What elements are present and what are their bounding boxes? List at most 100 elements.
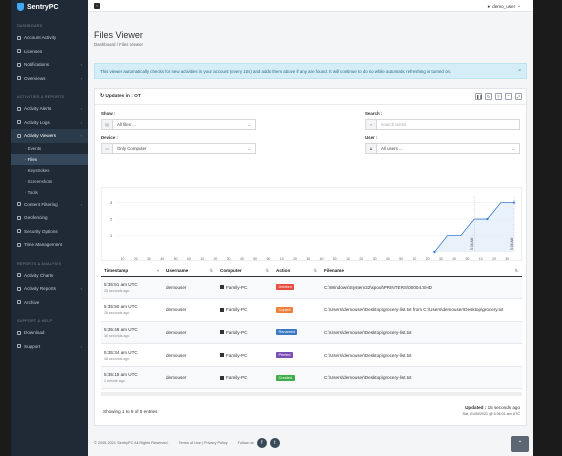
follow-us: Follow us f t bbox=[238, 438, 280, 448]
sidebar-item-licenses[interactable]: Licenses bbox=[11, 45, 88, 59]
list-icon[interactable]: ≡ bbox=[495, 93, 502, 100]
col-filename[interactable]: Filename ⇅ bbox=[321, 265, 522, 277]
x-tick-label: 50 bbox=[253, 257, 257, 261]
sidebar-item-label: Download bbox=[24, 330, 45, 336]
x-tick-label: 40 bbox=[386, 257, 390, 261]
facebook-icon[interactable]: f bbox=[256, 438, 267, 448]
chevron-icon: ‹ bbox=[80, 343, 82, 349]
sidebar-item-overviews[interactable]: Overviews ‹ bbox=[11, 72, 88, 86]
table-row[interactable]: 5:35:50 am UTC 26 seconds ago demouser Fami… bbox=[101, 298, 522, 322]
close-icon[interactable]: × bbox=[518, 68, 521, 74]
col-username[interactable]: Username ⇅ bbox=[163, 265, 217, 277]
search-label: Search : bbox=[365, 111, 383, 116]
sidebar-item-activity-reports[interactable]: Activity Reports ‹ bbox=[11, 282, 88, 296]
cell-action: Deleted bbox=[273, 276, 321, 300]
sidebar-item-notifications[interactable]: Notifications ‹ bbox=[11, 58, 88, 72]
sidebar-item-security-options[interactable]: Security Options bbox=[11, 225, 88, 239]
user-select[interactable]: ♟ All users ... ⌄ bbox=[365, 143, 520, 154]
x-tick-label: 40 bbox=[160, 257, 164, 261]
user-menu[interactable]: ● demo_user ⌄ bbox=[487, 3, 521, 9]
sidebar-subitem-files[interactable]: · Files bbox=[11, 153, 88, 165]
x-tick-label: 40 bbox=[240, 257, 244, 261]
footer: © 2005-2021 SentryPC All Rights Reserved… bbox=[94, 438, 280, 448]
card-title: ↻ Updates in : OT bbox=[100, 94, 141, 99]
sidebar-item-archive[interactable]: Archive bbox=[11, 296, 88, 310]
action-badge: Renamed bbox=[276, 329, 298, 336]
sidebar-item-time-management[interactable]: Time Management bbox=[11, 238, 88, 252]
expand-icon[interactable]: ⤢ bbox=[515, 93, 522, 100]
sidebar-item-label: Licenses bbox=[24, 48, 43, 54]
sidebar-item-geofencing[interactable]: Geofencing bbox=[11, 211, 88, 225]
activity-chart: 1 2 3 10 20 30 40 50 60 10 20 30 40 50 60 10 20 30 40 50 10 2… bbox=[101, 187, 522, 261]
sidebar-item-label: Time Management bbox=[24, 242, 63, 248]
cell-filename: C:\Users\demouser\Desktop\grocery-list.t… bbox=[321, 321, 522, 345]
sidebar-item-activity-alerts[interactable]: Activity Alerts ‹ bbox=[11, 102, 88, 116]
cell-filename: C:\Windows\System32\spool\PRINTERS\00004… bbox=[321, 276, 522, 300]
pause-icon[interactable]: ❚❚ bbox=[475, 93, 483, 100]
sidebar-item-content-filtering[interactable]: Content Filtering ‹ bbox=[11, 198, 88, 212]
collapse-sidebar-button[interactable]: ‹ bbox=[94, 3, 100, 9]
sidebar-item-label: Activity Alerts bbox=[24, 106, 52, 112]
breadcrumb[interactable]: Dashboard / Files Viewer bbox=[94, 42, 143, 47]
x-tick-label: 60 bbox=[187, 257, 191, 261]
sidebar-item-activity-charts[interactable]: Activity Charts bbox=[11, 269, 88, 283]
show-label: Show : bbox=[101, 111, 116, 116]
cell-username: demouser bbox=[163, 298, 217, 322]
table-horizontal-scrollbar[interactable] bbox=[101, 392, 522, 396]
show-select[interactable]: ▤ All files ... ⌄ bbox=[101, 119, 256, 130]
footer-links[interactable]: Terms of Use | Privacy Policy bbox=[178, 441, 228, 445]
collapse-icon[interactable]: ⌃ bbox=[505, 93, 512, 100]
cell-computer: Family-PC bbox=[217, 321, 273, 345]
sidebar-section-title: DASHBOARD bbox=[17, 24, 43, 28]
sidebar-item-support[interactable]: Support ‹ bbox=[11, 340, 88, 354]
sidebar-item-activity-logs[interactable]: Activity Logs ‹ bbox=[11, 116, 88, 130]
clock-icon bbox=[17, 242, 21, 247]
search-field[interactable]: ⌕ search terms bbox=[365, 119, 520, 130]
time-marker-label: 5:34 AM bbox=[470, 237, 474, 250]
twitter-icon[interactable]: t bbox=[269, 438, 280, 448]
device-label: Device : bbox=[101, 135, 118, 140]
table-row[interactable]: 5:35:34 am UTC 48 seconds ago demouser Fami… bbox=[101, 343, 522, 367]
col-computer[interactable]: Computer ⇅ bbox=[217, 265, 273, 277]
cell-timestamp: 5:35:46 am UTC 30 seconds ago bbox=[101, 321, 163, 345]
sidebar: SentryPC DASHBOARD Account Activity Licen… bbox=[11, 0, 88, 456]
sidebar-item-download[interactable]: Download bbox=[11, 326, 88, 340]
device-select-value: Only Computer bbox=[117, 146, 147, 151]
cell-username: demouser bbox=[163, 276, 217, 300]
scroll-to-top-button[interactable]: ⌃ bbox=[511, 436, 529, 452]
chevron-down-icon: ⌄ bbox=[247, 146, 251, 151]
logo[interactable]: SentryPC bbox=[11, 0, 88, 14]
sidebar-subitem-tools[interactable]: · Tools bbox=[25, 189, 38, 195]
refresh-icon[interactable]: ↻ bbox=[485, 93, 492, 100]
show-select-value: All files ... bbox=[117, 122, 136, 127]
card-toolbar: ❚❚ ↻ ≡ ⌃ ⤢ bbox=[475, 93, 522, 100]
time-marker-label: 5:36 AM bbox=[510, 237, 514, 250]
cell-action: Copied bbox=[273, 298, 321, 322]
table-row[interactable]: 5:35:51 am UTC 25 seconds ago demouser Fami… bbox=[101, 276, 522, 300]
x-tick-label: 10 bbox=[200, 257, 204, 261]
x-tick-label: 10 bbox=[479, 257, 483, 261]
sidebar-item-label: Activity Reports bbox=[24, 286, 56, 292]
table-row[interactable]: 5:35:15 am UTC 1 minute ago demouser Family… bbox=[101, 366, 522, 390]
sidebar-item-activity-viewers[interactable]: Activity Viewers ‹ bbox=[11, 129, 88, 143]
sidebar-subitem-screenshots[interactable]: · Screenshots bbox=[25, 178, 53, 184]
user-label: User : bbox=[365, 135, 378, 140]
windows-icon bbox=[220, 353, 224, 358]
device-select[interactable]: ▭ Only Computer ⌄ bbox=[101, 143, 256, 154]
col-action[interactable]: Action ⇅ bbox=[273, 265, 321, 277]
table-row[interactable]: 5:35:46 am UTC 30 seconds ago demouser Fami… bbox=[101, 321, 522, 345]
cell-action: Renamed bbox=[273, 321, 321, 345]
sidebar-subitem-events[interactable]: · Events bbox=[25, 145, 42, 151]
user-icon: ♟ bbox=[366, 144, 377, 153]
x-tick-label: 10 bbox=[280, 257, 284, 261]
x-tick-label: 30 bbox=[147, 257, 151, 261]
archive-icon bbox=[17, 300, 21, 305]
filter-icon bbox=[17, 202, 21, 207]
top-bar: ‹ ● demo_user ⌄ bbox=[88, 0, 533, 12]
sidebar-item-label: Security Options bbox=[24, 228, 58, 234]
col-timestamp[interactable]: Timestamp ▾ bbox=[101, 265, 163, 277]
sidebar-item-account-activity[interactable]: Account Activity bbox=[11, 31, 88, 45]
sidebar-item-label: Geofencing bbox=[24, 215, 48, 221]
data-point bbox=[486, 217, 489, 221]
sidebar-subitem-keystrokes[interactable]: · Keystrokes bbox=[25, 167, 50, 173]
